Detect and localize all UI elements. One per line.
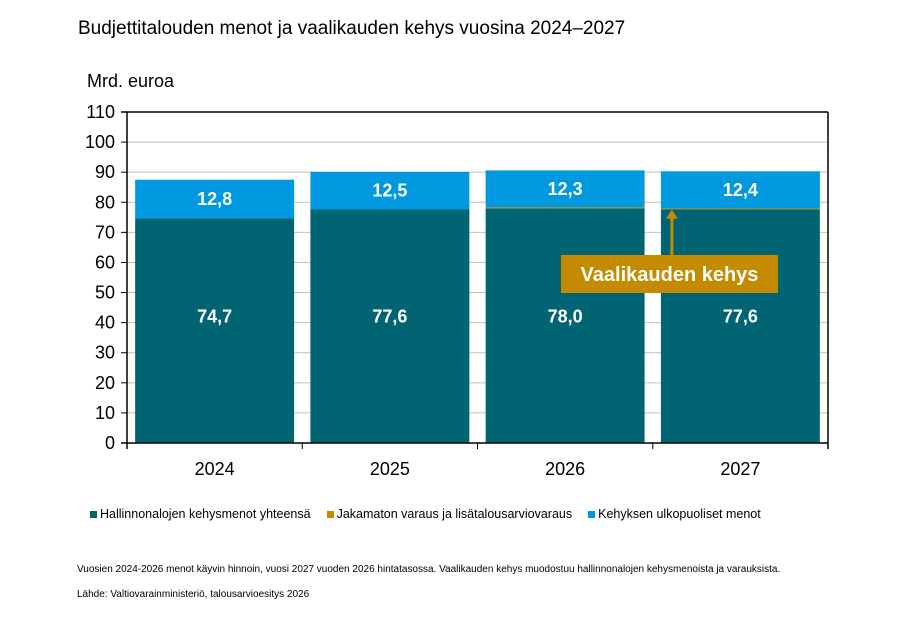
data-label-2027-0: 77,6 [723,307,758,327]
annotation-label: Vaalikauden kehys [581,264,759,286]
x-tick-label: 2025 [370,459,410,479]
legend-swatch-ulkopuoliset [588,510,596,518]
legend: Hallinnonalojen kehysmenot yhteensä Jaka… [90,507,761,521]
data-label-2024-0: 74,7 [197,307,232,327]
y-axis-label: Mrd. euroa [87,71,175,91]
bar-segment-2027-2 [660,171,820,209]
y-tick-label: 50 [95,283,115,303]
bar-segment-2024-2 [135,179,295,219]
annotation-box [561,255,778,293]
chart-title: Budjettitalouden menot ja vaalikauden ke… [78,18,626,39]
data-label-2027-2: 12,4 [723,180,758,200]
annotation-arrow-head [665,209,678,219]
legend-swatch-jakamaton [326,510,334,518]
y-tick-label: 80 [95,192,115,212]
y-tick-label: 20 [95,373,115,393]
bar-segment-2025-0 [310,209,470,443]
bar-segment-2027-1 [660,208,820,210]
y-tick-label: 40 [95,313,115,333]
data-label-2026-2: 12,3 [548,179,583,199]
legend-label-hallinnonalat: Hallinnonalojen kehysmenot yhteensä [100,507,311,521]
y-tick-label: 70 [95,222,115,242]
y-tick-label: 10 [95,403,115,423]
bar-segment-2024-0 [135,218,295,443]
bar-segment-2026-2 [485,170,645,208]
x-tick-label: 2027 [720,459,760,479]
data-label-2024-2: 12,8 [197,189,232,209]
y-tick-label: 60 [95,252,115,272]
legend-label-jakamaton: Jakamaton varaus ja lisätalousarviovarau… [336,507,573,521]
y-tick-label: 110 [86,102,115,122]
data-label-2025-0: 77,6 [372,307,407,327]
data-label-2025-2: 12,5 [372,181,407,201]
legend-item-ulkopuoliset: Kehyksen ulkopuoliset menot [588,507,761,521]
y-tick-label: 30 [95,343,115,363]
legend-label-ulkopuoliset: Kehyksen ulkopuoliset menot [598,507,761,521]
legend-item-jakamaton: Jakamaton varaus ja lisätalousarviovarau… [326,507,573,521]
x-tick-label: 2024 [195,459,235,479]
y-tick-label: 100 [85,132,115,152]
legend-swatch-hallinnonalat [90,510,97,518]
x-tick-label: 2026 [545,459,585,479]
bar-segment-2026-1 [485,207,645,209]
bar-segment-2027-0 [660,209,820,443]
source-note: Lähde: Valtiovarainministeriö, talousarv… [77,589,310,600]
data-label-2026-0: 78,0 [548,307,583,327]
y-tick-label: 90 [95,162,115,182]
y-tick-label: 0 [105,433,115,453]
footnote: Vuosien 2024-2026 menot käyvin hinnoin, … [77,564,781,575]
bar-segment-2026-0 [485,208,645,443]
legend-item-hallinnonalat: Hallinnonalojen kehysmenot yhteensä [90,507,311,521]
bar-segment-2025-2 [310,171,470,210]
